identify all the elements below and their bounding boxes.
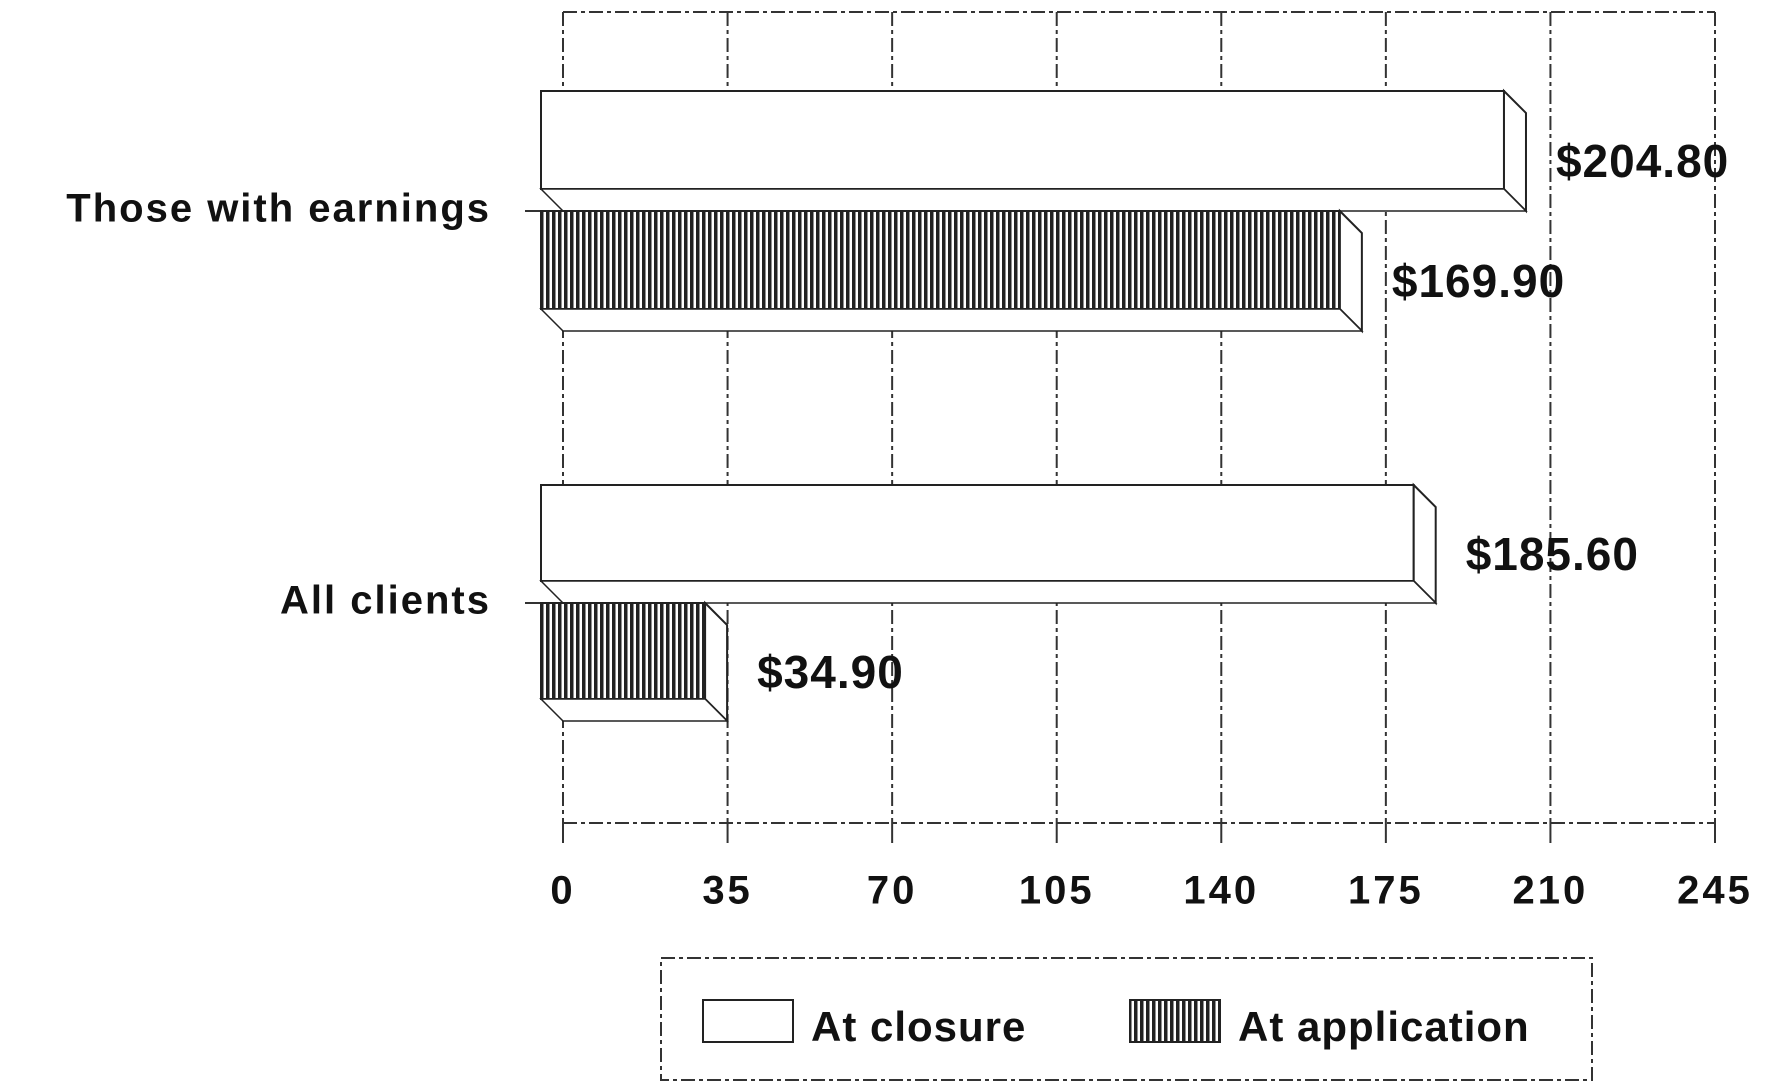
x-tick-label: 140: [1183, 869, 1259, 913]
x-tick-label: 210: [1513, 869, 1589, 913]
y-tick-label: Those with earnings: [66, 187, 491, 231]
legend-label: At application: [1238, 1003, 1530, 1050]
legend-label: At closure: [811, 1003, 1026, 1050]
legend: At closure At application: [702, 999, 1530, 1050]
bar-bottom: [539, 580, 1438, 604]
x-tick-label: 70: [867, 869, 918, 913]
value-label: $185.60: [1466, 528, 1639, 580]
value-label: $34.90: [757, 646, 904, 698]
bar: [540, 210, 1341, 310]
bar-bottom: [539, 188, 1528, 212]
x-tick-label: 245: [1677, 869, 1753, 913]
bars: Those with earnings $204.80 $169.90 All cli…: [66, 88, 1729, 724]
value-label: $204.80: [1556, 135, 1729, 187]
bar-bottom: [539, 308, 1364, 332]
bar-bottom: [539, 698, 729, 722]
x-tick-label: 175: [1348, 869, 1424, 913]
bar: [540, 602, 707, 700]
legend-swatch: [1129, 999, 1221, 1043]
x-tick-label: 105: [1019, 869, 1095, 913]
legend-swatch: [702, 999, 794, 1043]
y-tick-label: All clients: [280, 579, 491, 623]
x-tick-label: 0: [550, 869, 575, 913]
bar: [540, 484, 1415, 582]
x-tick-label: 35: [702, 869, 753, 913]
legend-box: [660, 957, 1593, 1081]
value-label: $169.90: [1392, 255, 1565, 307]
bar: [540, 90, 1505, 190]
